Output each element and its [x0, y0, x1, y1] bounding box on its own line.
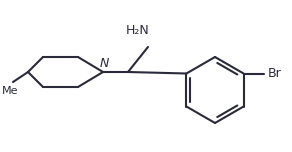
Text: Br: Br [268, 67, 281, 80]
Text: H₂N: H₂N [126, 24, 150, 38]
Text: N: N [99, 57, 109, 70]
Text: Me: Me [2, 86, 18, 96]
